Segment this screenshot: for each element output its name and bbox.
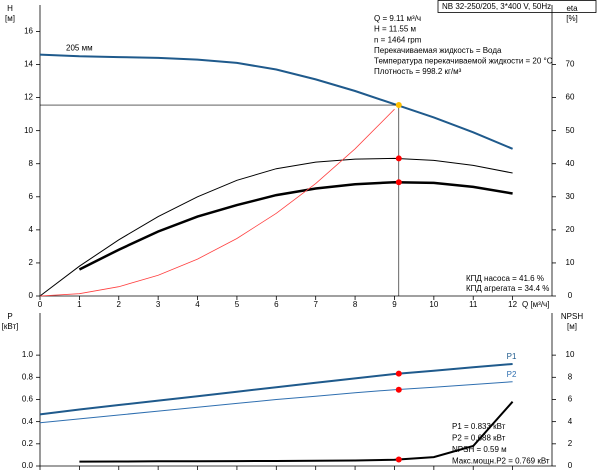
y2-tick-label: 70 bbox=[566, 60, 575, 69]
y-tick-label: 8 bbox=[29, 159, 34, 168]
y2-tick-label: 20 bbox=[566, 225, 575, 234]
x-tick-label: 8 bbox=[353, 300, 358, 309]
x-tick-label: 5 bbox=[235, 300, 240, 309]
x-tick-label: 12 bbox=[508, 300, 517, 309]
operating-point bbox=[395, 456, 402, 463]
operating-point bbox=[395, 102, 402, 109]
info-text: NPSH = 0.59 м bbox=[452, 445, 507, 454]
y2-tick-label: 10 bbox=[566, 350, 575, 359]
y-tick-label: 4 bbox=[29, 225, 34, 234]
y-tick-label: 0.2 bbox=[22, 439, 34, 448]
y-tick-label: 0.0 bbox=[22, 461, 34, 470]
x-tick-label: 10 bbox=[429, 300, 438, 309]
series-line bbox=[39, 157, 513, 297]
y2-axis-label: [м] bbox=[567, 322, 577, 331]
series-line bbox=[78, 180, 513, 271]
x-axis-label: Q [м³/ч] bbox=[522, 300, 549, 309]
y-axis-label: [м] bbox=[5, 14, 15, 23]
series-label: P1 bbox=[507, 352, 517, 361]
operating-point bbox=[395, 179, 402, 186]
info-text: Плотность = 998.2 кг/м³ bbox=[374, 67, 462, 76]
info-text: n = 1464 rpm bbox=[374, 35, 422, 44]
operating-point bbox=[395, 370, 402, 377]
info-text: H = 11.55 м bbox=[374, 25, 416, 34]
y-tick-label: 0.4 bbox=[22, 417, 34, 426]
y-tick-label: 2 bbox=[29, 258, 34, 267]
y-tick-label: 0.6 bbox=[22, 395, 34, 404]
info-text: Макс.мощн.P2 = 0.769 кВт bbox=[452, 457, 550, 466]
y2-tick-label: 60 bbox=[566, 93, 575, 102]
y2-tick-label: 0 bbox=[568, 291, 573, 300]
series-line bbox=[39, 53, 513, 150]
x-tick-label: 9 bbox=[392, 300, 397, 309]
efficiency-text: КПД агрегата = 34.4 % bbox=[466, 284, 549, 293]
y2-axis-label: NPSH bbox=[561, 312, 583, 321]
y2-tick-label: 50 bbox=[566, 126, 575, 135]
series-line bbox=[79, 401, 514, 463]
y-tick-label: 1.0 bbox=[22, 350, 34, 359]
y2-tick-label: 30 bbox=[566, 192, 575, 201]
operating-point bbox=[395, 155, 402, 162]
x-tick-label: 0 bbox=[38, 300, 43, 309]
series-label: P2 bbox=[507, 370, 517, 379]
x-tick-label: 6 bbox=[274, 300, 279, 309]
y2-axis-label: [%] bbox=[566, 14, 578, 23]
series-line bbox=[39, 381, 513, 424]
operating-point bbox=[395, 386, 402, 393]
info-text: Температура перекачиваемой жидкости = 20… bbox=[374, 57, 553, 66]
chart-title: NB 32-250/205, 3*400 V, 50Hz bbox=[442, 2, 551, 11]
series-label: 205 мм bbox=[66, 44, 93, 53]
y2-axis-label: eta bbox=[566, 4, 578, 13]
info-text: Перекачиваемая жидкость = Вода bbox=[374, 46, 502, 55]
y-tick-label: 16 bbox=[24, 27, 33, 36]
info-text: P1 = 0.833 кВт bbox=[452, 422, 506, 431]
y2-tick-label: 2 bbox=[568, 439, 573, 448]
x-tick-label: 3 bbox=[156, 300, 161, 309]
y-tick-label: 14 bbox=[24, 60, 33, 69]
y-tick-label: 10 bbox=[24, 126, 33, 135]
title-box bbox=[437, 0, 597, 13]
y-tick-label: 0.8 bbox=[22, 372, 34, 381]
x-tick-label: 11 bbox=[469, 300, 478, 309]
series-line bbox=[39, 108, 395, 297]
x-tick-label: 7 bbox=[313, 300, 318, 309]
y2-tick-label: 0 bbox=[568, 461, 573, 470]
y2-tick-label: 4 bbox=[568, 417, 573, 426]
x-tick-label: 2 bbox=[117, 300, 122, 309]
x-tick-label: 1 bbox=[77, 300, 82, 309]
efficiency-text: КПД насоса = 41.6 % bbox=[466, 274, 544, 283]
y-axis-label: P bbox=[7, 312, 12, 321]
x-tick-label: 4 bbox=[195, 300, 200, 309]
y2-tick-label: 6 bbox=[568, 395, 573, 404]
y2-tick-label: 40 bbox=[566, 159, 575, 168]
y-axis-label: H bbox=[7, 4, 13, 13]
series-line bbox=[39, 363, 513, 416]
y-axis-label: [кВт] bbox=[2, 322, 19, 331]
y-tick-label: 6 bbox=[29, 192, 34, 201]
y-tick-label: 12 bbox=[24, 93, 33, 102]
y2-tick-label: 8 bbox=[568, 372, 573, 381]
y-tick-label: 0 bbox=[29, 291, 34, 300]
info-text: P2 = 0.688 кВт bbox=[452, 434, 506, 443]
y2-tick-label: 10 bbox=[566, 258, 575, 267]
info-text: Q = 9.11 м³/ч bbox=[374, 14, 421, 23]
